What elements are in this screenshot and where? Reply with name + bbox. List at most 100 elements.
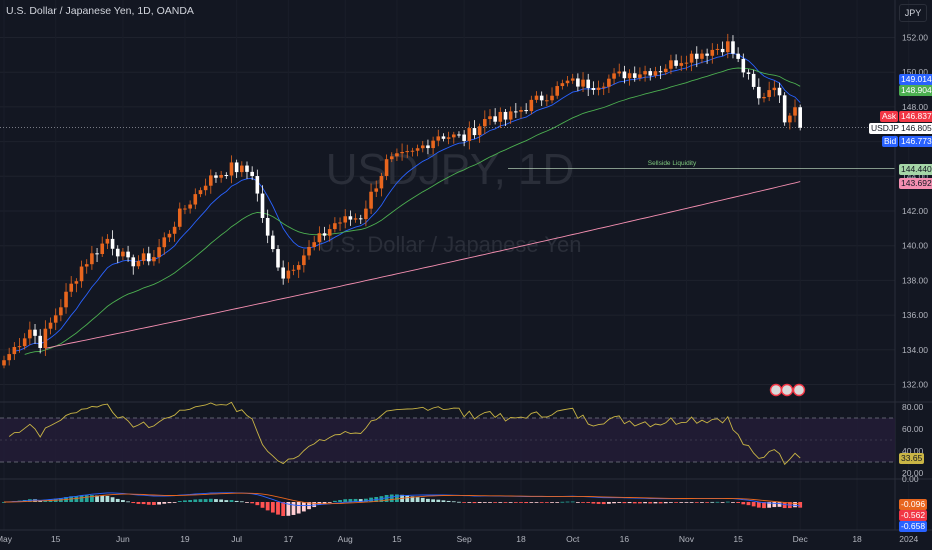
candle bbox=[374, 188, 379, 192]
macd-bar bbox=[700, 502, 704, 503]
candle bbox=[529, 99, 534, 112]
time-tick-label: 18 bbox=[516, 534, 526, 544]
candle bbox=[126, 251, 130, 258]
macd-bar bbox=[544, 502, 549, 503]
candle bbox=[7, 354, 11, 361]
time-tick-label: 16 bbox=[620, 534, 630, 544]
candle bbox=[224, 174, 229, 176]
candle bbox=[2, 360, 6, 366]
macd-bar bbox=[384, 494, 389, 502]
macd-bar bbox=[141, 502, 146, 505]
candle bbox=[694, 53, 699, 59]
time-tick-label: 19 bbox=[180, 534, 190, 544]
candle bbox=[545, 100, 549, 102]
rsi-tick-label: 20.00 bbox=[902, 468, 924, 478]
us-flag-icon[interactable] bbox=[792, 383, 806, 397]
time-axis[interactable]: May 15 Jun 19 Jul 17 Aug 15 Sep 18 Oct 16 Nov 15 Dec 18… bbox=[0, 534, 932, 544]
us-flag-icon[interactable] bbox=[780, 383, 794, 397]
macd-bar bbox=[74, 496, 79, 502]
rsi-line bbox=[8, 401, 801, 466]
candle bbox=[74, 281, 79, 284]
candle bbox=[757, 86, 761, 99]
candle bbox=[441, 136, 446, 139]
macd-bar bbox=[312, 502, 317, 508]
macd-bar bbox=[177, 501, 182, 502]
candle bbox=[534, 95, 539, 100]
macd-bar bbox=[524, 502, 529, 504]
macd-bar bbox=[601, 502, 606, 505]
candle bbox=[214, 175, 218, 178]
candle bbox=[663, 68, 668, 73]
candle bbox=[234, 162, 239, 173]
candle bbox=[648, 71, 653, 76]
macd-bar bbox=[152, 502, 156, 505]
price-tick-label: 148.00 bbox=[902, 102, 928, 112]
candle bbox=[167, 233, 172, 238]
candle bbox=[327, 229, 332, 236]
macd-bar bbox=[281, 502, 286, 517]
candle bbox=[286, 270, 291, 279]
time-tick-label: May bbox=[0, 534, 13, 544]
macd-bar bbox=[519, 502, 523, 503]
price-axis[interactable]: 152.00150.00148.00146.00144.00142.00140.… bbox=[902, 33, 928, 485]
macd-bar bbox=[689, 502, 694, 503]
macd-hist-tag: -0.562 bbox=[899, 510, 928, 521]
candle bbox=[689, 53, 694, 63]
macd-bar bbox=[736, 502, 741, 504]
macd-bar bbox=[296, 502, 301, 514]
ma-slow-price-tag: 143.692 bbox=[899, 178, 932, 189]
macd-bar bbox=[121, 500, 125, 502]
candle bbox=[736, 53, 740, 59]
macd-bar bbox=[731, 502, 735, 503]
candle bbox=[524, 110, 528, 112]
macd-bar bbox=[100, 495, 105, 502]
rsi-tick-label: 60.00 bbox=[902, 424, 924, 434]
candle bbox=[503, 111, 508, 120]
ma-fast-line bbox=[14, 53, 801, 352]
currency-button[interactable]: JPY bbox=[899, 4, 927, 22]
macd-bar bbox=[364, 498, 368, 502]
macd-line-tag: -0.658 bbox=[899, 521, 928, 532]
macd-bar bbox=[188, 500, 193, 502]
macd-bar bbox=[332, 500, 337, 502]
candle bbox=[483, 119, 487, 127]
candle bbox=[643, 71, 647, 75]
candle bbox=[607, 78, 611, 87]
us-flag-icon[interactable] bbox=[769, 383, 783, 397]
candle bbox=[136, 260, 141, 267]
candle bbox=[157, 247, 161, 258]
macd-bar bbox=[95, 495, 99, 502]
time-tick-label: Jul bbox=[231, 534, 242, 544]
macd-bar bbox=[203, 499, 208, 502]
candle bbox=[462, 134, 466, 141]
macd-bar bbox=[79, 495, 84, 502]
ask-label: Ask bbox=[880, 111, 899, 122]
candle bbox=[296, 265, 301, 270]
bid-price-tag: 146.773 bbox=[899, 136, 932, 147]
candle bbox=[33, 329, 37, 336]
macd-bar bbox=[741, 502, 746, 505]
candle bbox=[467, 128, 472, 141]
macd-bar bbox=[446, 500, 451, 502]
candle bbox=[255, 176, 260, 194]
candle bbox=[79, 266, 84, 282]
macd-bar bbox=[648, 502, 653, 504]
candle bbox=[472, 128, 477, 136]
candle bbox=[777, 87, 782, 96]
candle bbox=[12, 346, 17, 355]
macd-bar bbox=[322, 502, 327, 504]
candle bbox=[700, 53, 704, 59]
time-tick-label: Jun bbox=[116, 534, 130, 544]
candle bbox=[183, 208, 187, 210]
macd-bar bbox=[131, 502, 136, 504]
candle bbox=[229, 162, 234, 176]
event-flags[interactable] bbox=[769, 383, 806, 397]
candle bbox=[581, 79, 585, 87]
macd-bar bbox=[338, 500, 342, 502]
macd-bar bbox=[720, 502, 725, 503]
macd-tick-label: 0.00 bbox=[902, 474, 919, 484]
candle bbox=[415, 148, 420, 151]
macd-bar bbox=[658, 502, 663, 504]
macd-bar bbox=[2, 502, 6, 503]
bid-label: Bid bbox=[882, 136, 899, 147]
